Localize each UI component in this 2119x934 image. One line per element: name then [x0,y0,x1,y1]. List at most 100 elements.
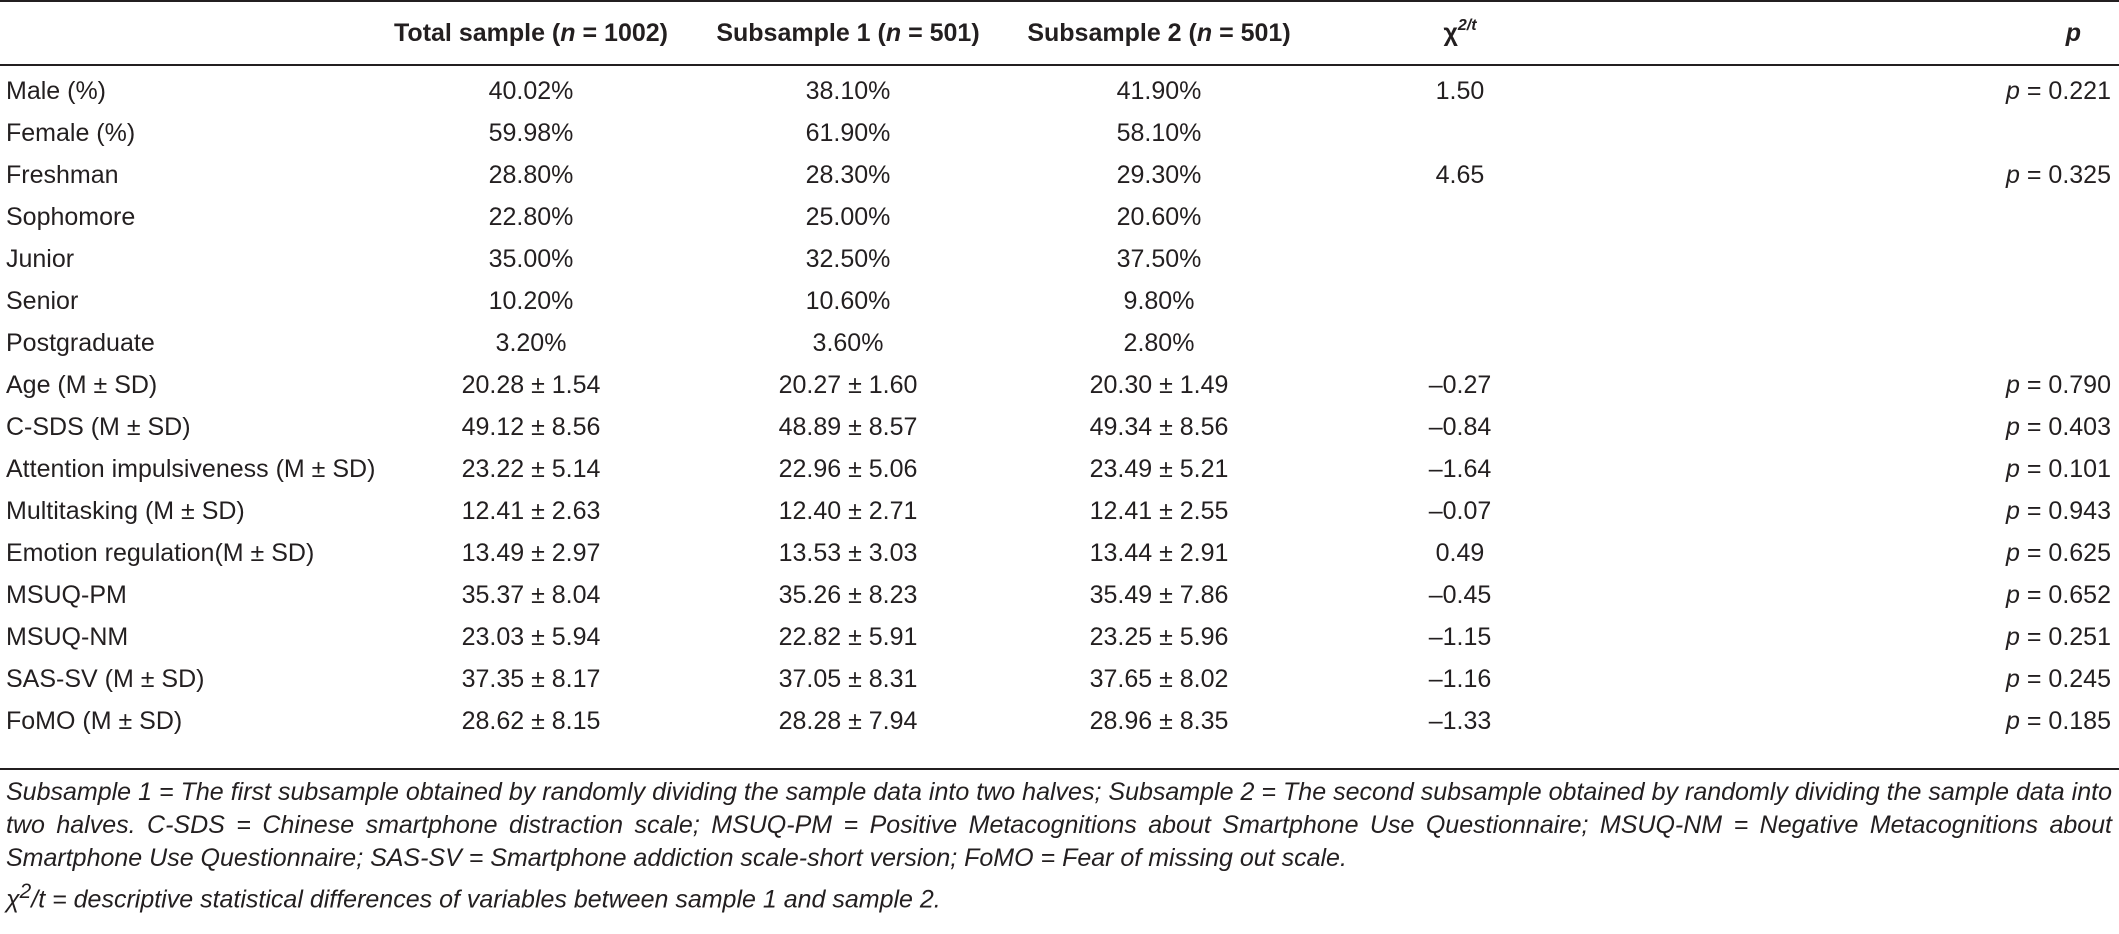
row-label: Attention impulsiveness (M ± SD) [6,455,376,483]
row-label: Senior [6,287,79,315]
table-row: Multitasking (M ± SD) 12.41 ± 2.63 12.40 ±… [0,490,2119,532]
table-row: MSUQ-PM 35.37 ± 8.04 35.26 ± 8.23 35.49 ± 7… [0,574,2119,616]
cell-subsample-1: 25.00% [805,203,891,231]
cell-p-value: p = 0.652 [2006,581,2111,609]
row-label: Emotion regulation(M ± SD) [6,539,315,567]
cell-p-value: p = 0.221 [2006,77,2111,105]
cell-subsample-1: 12.40 ± 2.71 [778,497,918,525]
table-footnote: Subsample 1 = The first subsample obtain… [6,776,2112,916]
table-row: Senior 10.20% 10.60% 9.80% [0,280,2119,322]
cell-chi-square-t [1310,280,1610,322]
cell-chi-square-t: –0.45 [1428,581,1492,609]
row-label: Sophomore [6,203,136,231]
cell-chi-square-t: –1.15 [1428,623,1492,651]
header-variable [0,2,374,64]
cell-chi-square-t: 4.65 [1435,161,1485,189]
cell-p-value: p = 0.790 [2006,371,2111,399]
table-bottom-rule [0,768,2119,770]
row-label: Male (%) [6,77,107,105]
table-row: Junior 35.00% 32.50% 37.50% [0,238,2119,280]
table-row: Male (%) 40.02% 38.10% 41.90% 1.50 p = 0.221 [0,64,2119,112]
row-label: SAS-SV (M ± SD) [6,665,205,693]
table-row: Age (M ± SD) 20.28 ± 1.54 20.27 ± 1.60 20.3… [0,364,2119,406]
table-header-rule [0,64,2119,66]
cell-p-value: p = 0.251 [2006,623,2111,651]
cell-subsample-2: 2.80% [1123,329,1195,357]
cell-total-sample: 10.20% [488,287,574,315]
cell-subsample-2: 13.44 ± 2.91 [1089,539,1229,567]
cell-subsample-1: 35.26 ± 8.23 [778,581,918,609]
cell-p-value [1610,238,2119,280]
cell-total-sample: 12.41 ± 2.63 [461,497,601,525]
cell-chi-square-t: –1.33 [1428,707,1492,735]
row-label: Freshman [6,161,119,189]
table-row: Postgraduate 3.20% 3.60% 2.80% [0,322,2119,364]
table-row: Emotion regulation(M ± SD) 13.49 ± 2.97 13… [0,532,2119,574]
cell-subsample-1: 3.60% [812,329,884,357]
header-subsample-1: Subsample 1 (n = 501) [716,19,980,47]
cell-p-value: p = 0.185 [2006,707,2111,735]
cell-chi-square-t: –0.84 [1428,413,1492,441]
cell-total-sample: 28.80% [488,161,574,189]
header-p-value: p [2065,19,2081,47]
cell-total-sample: 23.03 ± 5.94 [461,623,601,651]
table-row: C-SDS (M ± SD) 49.12 ± 8.56 48.89 ± 8.57 49… [0,406,2119,448]
cell-subsample-1: 28.30% [805,161,891,189]
table-row: SAS-SV (M ± SD) 37.35 ± 8.17 37.05 ± 8.31 3… [0,658,2119,700]
cell-subsample-1: 37.05 ± 8.31 [778,665,918,693]
footnote-chi-note: χ2/t = descriptive statistical differenc… [6,880,941,914]
cell-subsample-2: 37.50% [1116,245,1202,273]
cell-subsample-2: 58.10% [1116,119,1202,147]
cell-subsample-2: 20.60% [1116,203,1202,231]
row-label: Junior [6,245,75,273]
cell-subsample-2: 29.30% [1116,161,1202,189]
cell-total-sample: 37.35 ± 8.17 [461,665,601,693]
row-label: Multitasking (M ± SD) [6,497,245,525]
cell-total-sample: 20.28 ± 1.54 [461,371,601,399]
table-row: FoMO (M ± SD) 28.62 ± 8.15 28.28 ± 7.94 28.… [0,700,2119,742]
table-row: Female (%) 59.98% 61.90% 58.10% [0,112,2119,154]
footnote-abbreviations: Subsample 1 = The first subsample obtain… [6,778,2112,872]
cell-chi-square-t: –0.27 [1428,371,1492,399]
row-label: FoMO (M ± SD) [6,707,183,735]
cell-p-value: p = 0.325 [2006,161,2111,189]
cell-p-value [1610,280,2119,322]
row-label: Postgraduate [6,329,155,357]
cell-subsample-2: 20.30 ± 1.49 [1089,371,1229,399]
row-label: Age (M ± SD) [6,371,158,399]
header-row: Total sample (n = 1002) Subsample 1 (n =… [0,2,2119,64]
header-subsample-2: Subsample 2 (n = 501) [1027,19,1291,47]
cell-total-sample: 40.02% [488,77,574,105]
cell-subsample-2: 12.41 ± 2.55 [1089,497,1229,525]
cell-total-sample: 23.22 ± 5.14 [461,455,601,483]
cell-subsample-1: 13.53 ± 3.03 [778,539,918,567]
cell-subsample-1: 32.50% [805,245,891,273]
header-chi-square-t: χ2/t [1443,16,1477,47]
table-row: MSUQ-NM 23.03 ± 5.94 22.82 ± 5.91 23.25 ± 5… [0,616,2119,658]
cell-chi-square-t: –0.07 [1428,497,1492,525]
cell-subsample-2: 23.25 ± 5.96 [1089,623,1229,651]
cell-subsample-2: 37.65 ± 8.02 [1089,665,1229,693]
cell-chi-square-t [1310,196,1610,238]
cell-total-sample: 22.80% [488,203,574,231]
table-row: Sophomore 22.80% 25.00% 20.60% [0,196,2119,238]
data-table: Total sample (n = 1002) Subsample 1 (n =… [0,2,2119,742]
cell-total-sample: 35.37 ± 8.04 [461,581,601,609]
cell-subsample-2: 41.90% [1116,77,1202,105]
cell-chi-square-t [1310,322,1610,364]
cell-subsample-2: 9.80% [1123,287,1195,315]
row-label: C-SDS (M ± SD) [6,413,191,441]
cell-subsample-2: 35.49 ± 7.86 [1089,581,1229,609]
table-top-rule [0,0,2119,2]
cell-subsample-2: 23.49 ± 5.21 [1089,455,1229,483]
cell-p-value: p = 0.625 [2006,539,2111,567]
cell-subsample-1: 38.10% [805,77,891,105]
cell-subsample-1: 10.60% [805,287,891,315]
cell-subsample-2: 28.96 ± 8.35 [1089,707,1229,735]
cell-subsample-1: 22.82 ± 5.91 [778,623,918,651]
cell-total-sample: 49.12 ± 8.56 [461,413,601,441]
cell-p-value: p = 0.245 [2006,665,2111,693]
cell-total-sample: 13.49 ± 2.97 [461,539,601,567]
row-label: MSUQ-PM [6,581,127,609]
cell-p-value [1610,112,2119,154]
